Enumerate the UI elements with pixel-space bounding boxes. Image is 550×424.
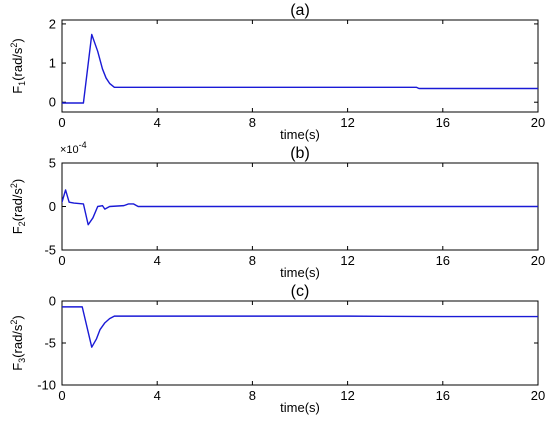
y-tick-label: 1 bbox=[49, 56, 56, 71]
x-tick-label: 12 bbox=[340, 388, 354, 403]
y-axis-label: F1(rad/s2) bbox=[9, 38, 27, 94]
y-tick-label: -5 bbox=[44, 336, 56, 351]
x-tick-label: 4 bbox=[154, 115, 161, 130]
y-tick-label: -10 bbox=[37, 378, 56, 393]
series-line bbox=[62, 33, 538, 104]
plot-frame bbox=[61, 300, 539, 386]
x-tick-label: 4 bbox=[154, 253, 161, 268]
x-tick-label: 16 bbox=[436, 388, 450, 403]
panel-title: (c) bbox=[291, 283, 310, 300]
x-tick-label: 12 bbox=[340, 115, 354, 130]
x-tick-label: 20 bbox=[531, 115, 545, 130]
x-tick-label: 0 bbox=[58, 253, 65, 268]
y-tick-label: 0 bbox=[49, 95, 56, 110]
x-tick-label: 8 bbox=[249, 115, 256, 130]
series-line bbox=[62, 189, 538, 226]
panel-3: (c) 0 4 8 12 16 20 -10 -5 0 time(s) F3(rad/s2) bbox=[9, 283, 545, 415]
plot-frame bbox=[61, 19, 539, 113]
y-multiplier: ×10-4 bbox=[60, 140, 87, 156]
x-tick-label: 0 bbox=[58, 388, 65, 403]
panel-title: (b) bbox=[290, 145, 310, 162]
x-axis-label: time(s) bbox=[280, 265, 320, 280]
x-tick-label: 16 bbox=[436, 253, 450, 268]
panel-title: (a) bbox=[290, 2, 310, 19]
y-axis-label: F2(rad/s2) bbox=[9, 179, 27, 235]
x-axis-label: time(s) bbox=[280, 127, 320, 142]
x-tick-label: 16 bbox=[436, 115, 450, 130]
x-tick-label: 8 bbox=[249, 388, 256, 403]
x-tick-label: 0 bbox=[58, 115, 65, 130]
y-tick-label: 0 bbox=[49, 199, 56, 214]
y-tick-label: -5 bbox=[44, 243, 56, 258]
x-tick-label: 20 bbox=[531, 388, 545, 403]
x-tick-label: 12 bbox=[340, 253, 354, 268]
x-tick-label: 4 bbox=[154, 388, 161, 403]
x-tick-label: 8 bbox=[249, 253, 256, 268]
y-tick-label: 5 bbox=[49, 156, 56, 171]
y-tick-label: 0 bbox=[49, 294, 56, 309]
series-line bbox=[62, 306, 538, 348]
y-axis-label: F3(rad/s2) bbox=[9, 315, 27, 371]
x-tick-label: 20 bbox=[531, 253, 545, 268]
x-axis-label: time(s) bbox=[280, 400, 320, 415]
y-tick-label: 2 bbox=[49, 16, 56, 31]
